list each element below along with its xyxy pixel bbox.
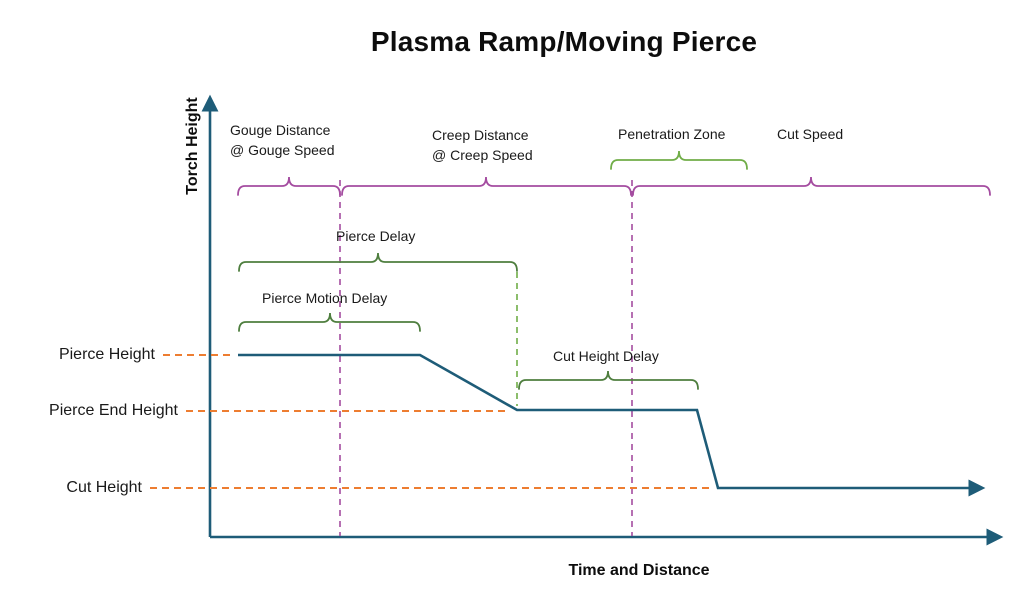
x-axis-label: Time and Distance	[568, 562, 710, 579]
creep-distance-label: Creep Distance @ Creep Speed	[432, 125, 533, 165]
gouge-distance-label: Gouge Distance @ Gouge Speed	[230, 120, 335, 160]
penetration-zone-brace	[610, 150, 748, 170]
pierce-motion-delay-label: Pierce Motion Delay	[262, 290, 388, 306]
gouge-distance-label-line1: Gouge Distance	[230, 122, 331, 138]
creep-distance-brace	[341, 176, 632, 196]
penetration-zone-label: Penetration Zone	[618, 126, 726, 142]
pierce-end-height-label: Pierce End Height	[49, 402, 178, 419]
cut-speed-brace	[632, 176, 991, 196]
gouge-distance-brace	[237, 176, 341, 196]
torch-height-curve	[238, 353, 986, 497]
page-title: Plasma Ramp/Moving Pierce	[370, 26, 758, 57]
creep-distance-label-line1: Creep Distance	[432, 127, 529, 143]
gouge-distance-label-line2: @ Gouge Speed	[230, 142, 335, 158]
y-axis-label: Torch Height	[184, 97, 201, 195]
pierce-delay-label: Pierce Delay	[336, 228, 416, 244]
pierce-motion-delay-brace	[238, 312, 421, 332]
creep-distance-label-line2: @ Creep Speed	[432, 147, 533, 163]
pierce-delay-brace	[238, 252, 518, 272]
cut-height-label: Cut Height	[66, 479, 142, 496]
cut-height-delay-label: Cut Height Delay	[553, 348, 659, 364]
cut-speed-label: Cut Speed	[777, 126, 844, 142]
cut-height-delay-brace	[518, 370, 699, 390]
pierce-height-label: Pierce Height	[58, 346, 155, 363]
